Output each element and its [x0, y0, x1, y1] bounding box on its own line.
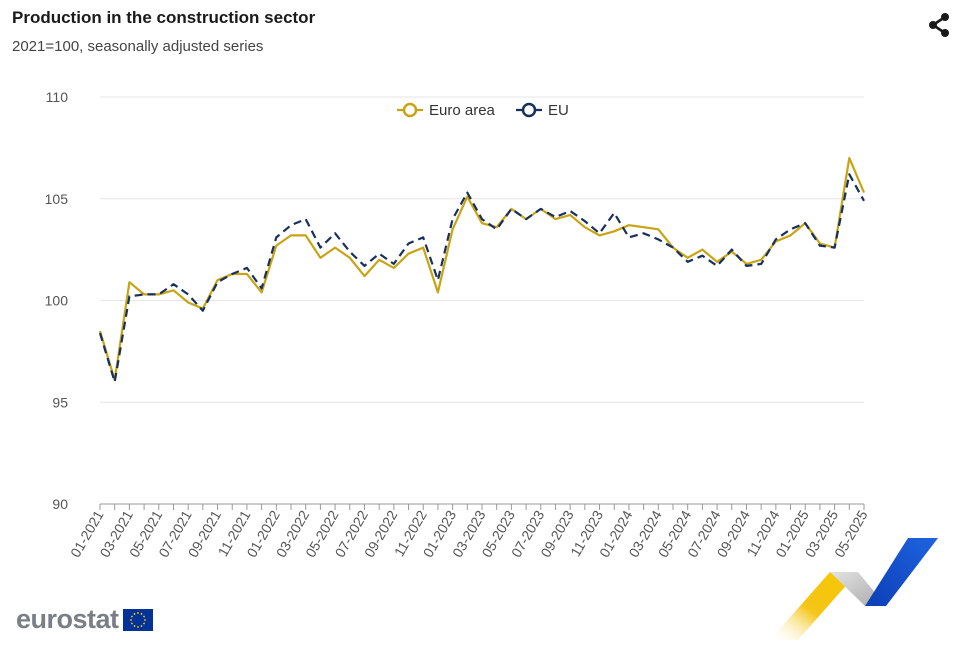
- y-tick-label: 105: [45, 191, 69, 207]
- flag-star-icon: [133, 612, 135, 615]
- y-tick-label: 95: [52, 394, 68, 410]
- share-icon: [929, 13, 949, 37]
- decorative-ribbon-icon: [770, 538, 938, 640]
- page-title: Production in the construction sector: [12, 8, 316, 27]
- series-line-eu[interactable]: [98, 173, 865, 383]
- share-button[interactable]: [926, 12, 952, 38]
- series-line-euro-area[interactable]: [98, 157, 866, 381]
- logo-text: eurostat: [16, 604, 119, 634]
- legend-marker: [402, 102, 418, 118]
- flag-star-icon: [130, 622, 133, 624]
- flag-star-icon: [136, 625, 139, 628]
- flag-star-icon: [142, 622, 145, 624]
- legend-item-euro-area[interactable]: Euro area: [397, 102, 496, 119]
- legend-label: Euro area: [429, 102, 496, 119]
- flag-star-icon: [129, 618, 132, 621]
- y-axis-ticks: 90 95 100 105 110: [45, 89, 69, 512]
- flag-star-icon: [140, 612, 142, 615]
- legend: Euro area EU: [397, 102, 569, 119]
- flag-star-icon: [143, 618, 146, 621]
- y-tick-label: 100: [45, 293, 69, 309]
- legend-marker: [521, 102, 537, 118]
- flag-star-icon: [140, 624, 142, 627]
- flag-star-icon: [130, 615, 133, 617]
- legend-label: EU: [548, 102, 569, 119]
- y-tick-label: 90: [52, 496, 68, 512]
- eu-flag-icon: [122, 608, 153, 631]
- legend-item-eu[interactable]: EU: [516, 102, 569, 119]
- grid-lines: [100, 96, 864, 403]
- series-lines: [98, 157, 866, 383]
- page-subtitle: 2021=100, seasonally adjusted series: [12, 38, 264, 55]
- y-tick-label: 110: [46, 89, 69, 105]
- eurostat-logo: eurostat: [16, 604, 153, 635]
- flag-star-icon: [133, 624, 135, 627]
- flag-star-icon: [142, 615, 145, 617]
- x-axis-ticks: 01-202103-202105-202107-202109-202111-20…: [67, 503, 871, 560]
- flag-star-icon: [136, 611, 139, 614]
